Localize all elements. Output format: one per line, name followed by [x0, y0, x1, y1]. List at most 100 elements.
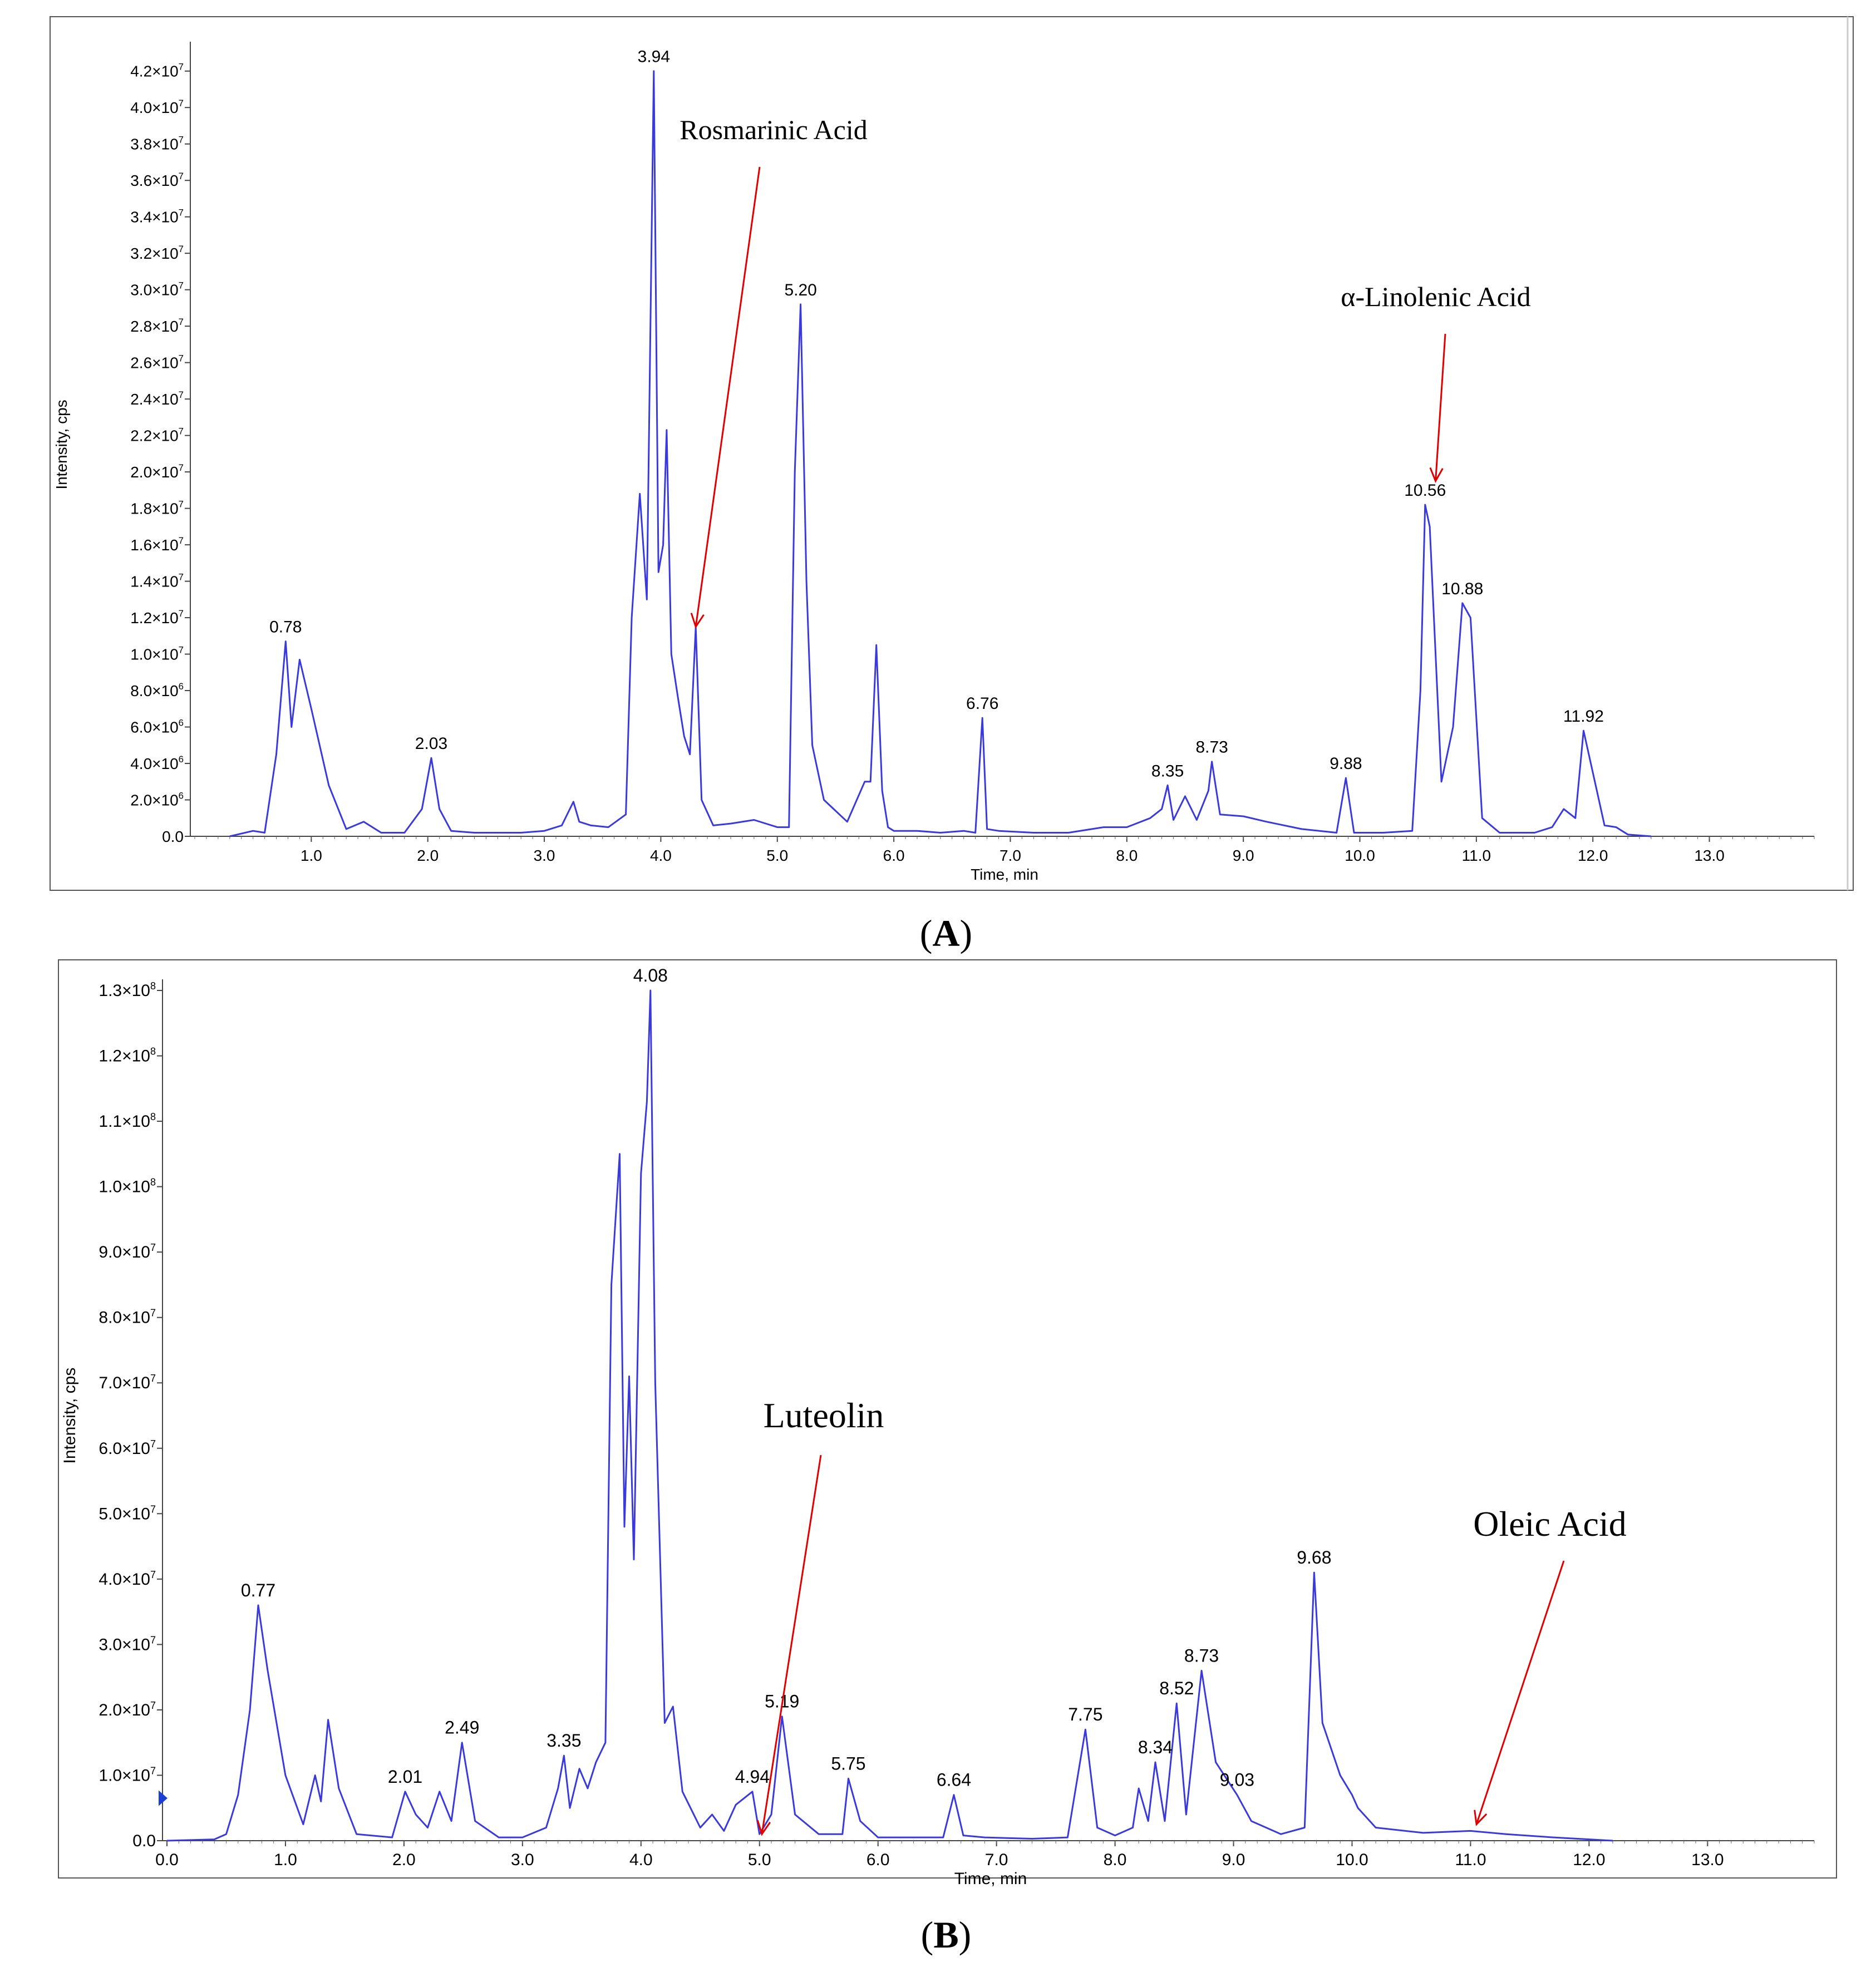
y-tick-label: 4.0×106 [130, 754, 184, 772]
y-tick-exponent: 6 [179, 681, 184, 692]
x-axis-title: Time, min [971, 866, 1038, 883]
y-tick-label: 2.0×107 [99, 1700, 156, 1719]
y-axis-title: Intensity, cps [61, 1368, 79, 1464]
y-tick-label: 1.0×107 [130, 645, 184, 663]
annotation-arrowhead [690, 613, 705, 629]
peak-label: 9.03 [1220, 1770, 1254, 1790]
y-tick-base: 4.0×10 [99, 1570, 150, 1589]
y-tick-label: 2.8×107 [130, 317, 184, 335]
x-tick-label: 3.0 [511, 1851, 534, 1869]
y-tick-exponent: 8 [150, 1046, 156, 1057]
y-tick-exponent: 7 [179, 208, 184, 218]
plot-frame [58, 959, 1837, 1879]
x-tick-label: 6.0 [866, 1851, 890, 1869]
y-tick-label: 5.0×107 [99, 1503, 156, 1523]
x-tick-label: 6.0 [883, 847, 905, 864]
x-tick-label: 13.0 [1691, 1851, 1724, 1869]
peak-label: 2.01 [388, 1767, 422, 1787]
y-tick-label: 2.4×107 [130, 390, 184, 408]
y-tick-exponent: 7 [179, 353, 184, 364]
y-tick-base: 1.4×10 [130, 573, 178, 590]
x-tick-label: 4.0 [650, 847, 672, 864]
annotation-arrowhead [1429, 467, 1444, 483]
peak-label: 8.34 [1138, 1737, 1173, 1757]
chromatogram-panel-a: 1.0 2.0 3.0 4.0 5.0 6.0 7.0 8.0 9.0 10.0 11.0 12.0 1… [50, 16, 1854, 891]
y-tick-base: 2.2×10 [130, 427, 178, 445]
peak-label: 11.92 [1563, 707, 1604, 726]
y-tick-label: 3.4×107 [130, 208, 184, 226]
y-tick-exponent: 7 [150, 1242, 156, 1253]
x-tick-label: 2.0 [417, 847, 439, 864]
chromatogram-panel-b: 0.0 1.0 2.0 3.0 4.0 5.0 6.0 7.0 8.0 9.0 10.0 11.0 12… [58, 959, 1837, 1888]
compound-annotation: Oleic Acid [1473, 1504, 1626, 1544]
peak-label: 10.88 [1441, 580, 1483, 598]
y-tick-label: 6.0×106 [130, 718, 184, 736]
y-tick-label: 3.2×107 [130, 244, 184, 262]
peak-label: 6.64 [937, 1770, 971, 1790]
x-axis-title: Time, min [954, 1870, 1027, 1888]
y-tick-base: 1.8×10 [130, 500, 178, 517]
y-tick-label: 0.0 [162, 828, 184, 845]
y-tick-exponent: 7 [179, 317, 184, 327]
peak-label: 9.88 [1330, 755, 1362, 773]
y-tick-exponent: 7 [179, 390, 184, 400]
y-tick-base: 6.0×10 [99, 1439, 150, 1458]
y-tick-label: 1.3×108 [99, 980, 156, 1000]
y-tick-exponent: 7 [179, 572, 184, 583]
x-tick-label: 8.0 [1116, 847, 1138, 864]
y-tick-base: 3.0×10 [99, 1635, 150, 1654]
x-tick-label: 7.0 [999, 847, 1021, 864]
y-tick-base: 0.0 [162, 828, 184, 845]
x-tick-label: 12.0 [1578, 847, 1608, 864]
peak-label: 3.35 [546, 1731, 581, 1751]
x-tick-label: 10.0 [1345, 847, 1375, 864]
panel-caption-a: (A) [920, 912, 972, 954]
y-tick-base: 1.2×10 [99, 1047, 150, 1066]
y-tick-label: 1.4×107 [130, 572, 184, 590]
x-tick-label: 2.0 [392, 1851, 416, 1869]
y-tick-label: 6.0×107 [99, 1438, 156, 1458]
peak-label: 2.49 [445, 1718, 479, 1738]
peak-label: 7.75 [1068, 1704, 1102, 1724]
y-tick-label: 2.0×106 [130, 791, 184, 809]
peak-label: 8.35 [1151, 762, 1184, 780]
y-tick-exponent: 7 [179, 244, 184, 254]
compound-annotation: α-Linolenic Acid [1341, 281, 1530, 312]
y-tick-exponent: 7 [179, 98, 184, 109]
y-tick-base: 2.6×10 [130, 354, 178, 372]
y-tick-exponent: 7 [179, 280, 184, 291]
annotation-arrowhead [756, 1820, 771, 1836]
y-tick-label: 1.1×108 [99, 1111, 156, 1131]
y-tick-label: 3.0×107 [99, 1634, 156, 1654]
plot-frame [50, 16, 1854, 891]
y-tick-exponent: 7 [179, 62, 184, 72]
peak-label: 0.78 [269, 618, 302, 637]
y-tick-base: 2.0×10 [130, 464, 178, 481]
peak-label: 6.76 [966, 694, 998, 713]
y-tick-base: 1.6×10 [130, 536, 178, 554]
annotation-arrow [695, 166, 761, 627]
peak-label: 10.56 [1404, 481, 1446, 500]
y-tick-exponent: 7 [179, 645, 184, 655]
peak-label: 5.75 [831, 1753, 865, 1773]
y-tick-base: 8.0×10 [99, 1309, 150, 1327]
peak-label: 9.68 [1297, 1547, 1331, 1567]
y-tick-label: 3.0×107 [130, 280, 184, 299]
compound-annotation: Luteolin [764, 1396, 884, 1435]
y-tick-exponent: 7 [150, 1700, 156, 1711]
y-tick-base: 2.8×10 [130, 318, 178, 335]
chromatogram-trace [166, 989, 1613, 1842]
x-tick-label: 9.0 [1222, 1851, 1245, 1869]
y-tick-exponent: 8 [150, 1177, 156, 1188]
y-tick-exponent: 7 [179, 535, 184, 546]
y-tick-label: 1.2×107 [130, 608, 184, 627]
annotation-arrow [761, 1455, 822, 1835]
x-tick-label: 12.0 [1573, 1851, 1605, 1869]
y-tick-label: 3.6×107 [130, 171, 184, 189]
y-tick-exponent: 6 [179, 718, 184, 728]
annotation-arrow [1475, 1560, 1565, 1825]
x-tick-label: 10.0 [1336, 1851, 1368, 1869]
x-tick-label: 11.0 [1462, 847, 1491, 864]
y-tick-exponent: 7 [179, 426, 184, 437]
